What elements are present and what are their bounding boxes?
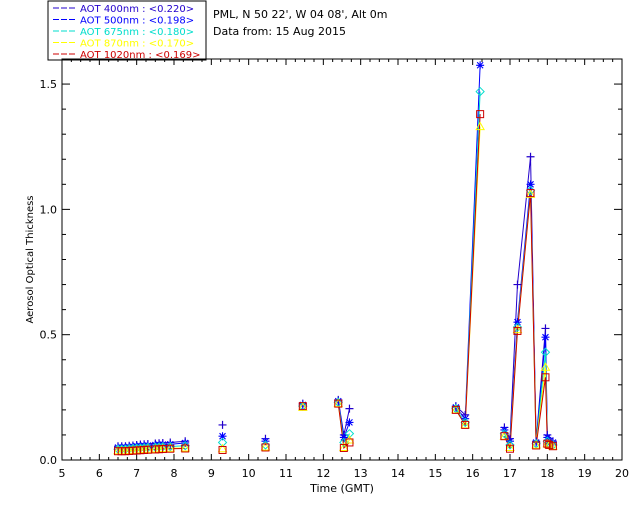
- data-point-diamond: [512, 322, 523, 332]
- x-tick-label: 5: [59, 467, 66, 480]
- x-tick-label: 20: [615, 467, 629, 480]
- data-point-triangle: [475, 121, 485, 131]
- y-tick-label: 1.5: [40, 78, 58, 91]
- y-tick-label: 1.0: [40, 203, 58, 216]
- data-point-triangle: [512, 324, 523, 334]
- data-point-square: [532, 441, 541, 450]
- data-point-asterisk: [541, 333, 550, 342]
- data-point-square: [513, 326, 522, 335]
- data-point-asterisk: [476, 61, 485, 70]
- legend-entry: AOT 675nm : <0.180>: [80, 27, 194, 38]
- data-point-square: [543, 439, 552, 448]
- x-tick-label: 17: [503, 467, 517, 480]
- x-tick-label: 7: [133, 467, 140, 480]
- data-point-triangle: [531, 439, 541, 449]
- data-point-plus: [513, 280, 522, 289]
- data-point-square: [526, 189, 535, 198]
- data-point-triangle: [505, 442, 515, 451]
- data-point-triangle: [333, 398, 344, 408]
- x-tick-label: 18: [540, 467, 554, 480]
- data-point-diamond: [540, 347, 551, 357]
- date-text: Data from: 15 Aug 2015: [213, 25, 346, 38]
- legend-entry: AOT 870nm : <0.170>: [80, 39, 194, 50]
- data-point-asterisk: [218, 432, 227, 441]
- data-point-triangle: [260, 441, 271, 451]
- series-lines: [118, 65, 554, 452]
- data-point-triangle: [525, 189, 536, 198]
- x-tick-label: 10: [242, 467, 256, 480]
- data-point-square: [548, 442, 557, 451]
- data-point-plus: [526, 152, 535, 161]
- data-point-triangle: [217, 443, 228, 453]
- series-markers: [113, 61, 558, 456]
- y-tick-label: 0.5: [40, 329, 58, 342]
- x-axis-label: Time (GMT): [309, 482, 374, 495]
- data-point-asterisk: [513, 318, 522, 327]
- x-tick-label: 13: [354, 467, 368, 480]
- data-point-square: [181, 444, 190, 453]
- data-point-square: [476, 110, 485, 119]
- data-point-square: [334, 399, 343, 408]
- data-point-diamond: [344, 428, 355, 439]
- x-tick-label: 6: [96, 467, 103, 480]
- data-point-asterisk: [345, 418, 354, 427]
- x-tick-label: 16: [466, 467, 480, 480]
- legend-entry: AOT 1020nm : <0.169>: [80, 50, 200, 61]
- data-point-square: [298, 402, 307, 411]
- x-tick-label: 11: [279, 467, 293, 480]
- x-tick-label: 19: [578, 467, 592, 480]
- data-point-diamond: [475, 86, 485, 97]
- data-point-triangle: [339, 442, 349, 451]
- x-tick-label: 15: [428, 467, 442, 480]
- data-point-diamond: [505, 440, 515, 450]
- data-point-triangle: [297, 402, 308, 411]
- data-point-asterisk: [339, 433, 348, 442]
- legend-entry: AOT 400nm : <0.220>: [80, 4, 194, 15]
- x-tick-label: 12: [316, 467, 330, 480]
- series-line-4: [455, 114, 481, 427]
- data-point-square: [166, 444, 175, 453]
- y-tick-label: 0.0: [40, 454, 58, 467]
- x-tick-label: 8: [171, 467, 178, 480]
- data-point-square: [345, 438, 354, 447]
- data-point-square: [506, 444, 514, 453]
- data-point-square: [261, 443, 270, 452]
- data-point-square: [500, 432, 509, 441]
- data-point-square: [451, 405, 460, 414]
- data-point-square: [541, 373, 550, 382]
- data-point-asterisk: [298, 400, 307, 409]
- data-point-asterisk: [181, 438, 190, 447]
- legend-entry: AOT 500nm : <0.198>: [80, 16, 194, 27]
- x-tick-label: 14: [391, 467, 405, 480]
- y-axis-label: Aerosol Optical Thickness: [25, 195, 36, 323]
- data-point-asterisk: [451, 403, 460, 412]
- data-point-triangle: [165, 443, 176, 452]
- data-point-plus: [541, 324, 550, 333]
- data-point-asterisk: [334, 397, 343, 406]
- data-point-diamond: [180, 441, 190, 451]
- axis-ticks: 5 6 7 8 9 10 11 12 13 14 15 16 17 18 19 20 0.0 0.5 1.0 1.5: [40, 59, 629, 480]
- data-point-triangle: [180, 442, 191, 452]
- data-point-square: [339, 443, 348, 452]
- data-point-square: [218, 445, 227, 454]
- data-point-plus: [218, 420, 227, 429]
- data-point-asterisk: [526, 180, 535, 189]
- data-point-triangle: [540, 362, 551, 371]
- location-text: PML, N 50 22', W 04 08', Alt 0m: [213, 8, 387, 21]
- x-tick-label: 9: [208, 467, 215, 480]
- legend-box: AOT 400nm : <0.220>AOT 500nm : <0.198>AO…: [47, 0, 207, 61]
- data-point-plus: [345, 404, 354, 413]
- data-point-square: [461, 420, 470, 429]
